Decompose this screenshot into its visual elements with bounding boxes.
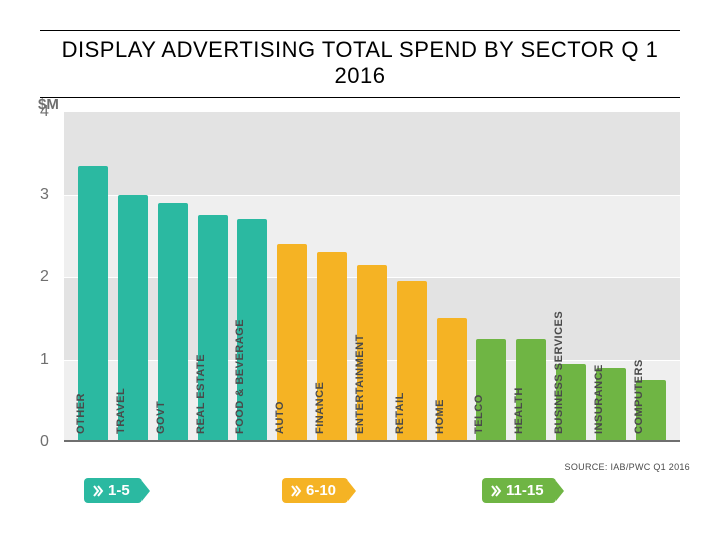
plot-area: 01234 OTHERTRAVELGOVTREAL ESTATEFOOD & B… [64,112,680,442]
source-caption: SOURCE: IAB/PWC Q1 2016 [565,462,690,472]
page: DISPLAY ADVERTISING TOTAL SPEND BY SECTO… [0,0,720,540]
legend-badge: 1-5 [84,478,142,503]
bar-label: INSURANCE [593,364,605,434]
bar-label: ENTERTAINMENT [354,334,366,434]
y-tick: 1 [40,351,49,369]
bar-label: HOME [434,399,446,434]
y-tick: 0 [40,433,49,451]
bar-label: FINANCE [314,382,326,434]
bar-column: FOOD & BEVERAGE [237,219,267,442]
bar-column: FINANCE [317,252,347,442]
y-tick: 3 [40,186,49,204]
bar-column: COMPUTERS [636,380,666,442]
bar-label: TELCO [473,394,485,434]
bar-label: HEALTH [513,387,525,434]
bar-label: TRAVEL [115,388,127,434]
bar-column: OTHER [78,166,108,442]
bars-container: OTHER TRAVEL GOVT REAL ESTATE FOOD & BEVERAG… [64,112,680,442]
legend: 1-5 6-10 11-15 [64,478,680,508]
x-axis-baseline [64,440,680,442]
y-tick: 4 [40,103,49,121]
legend-group: 11-15 [482,478,556,503]
bar-column: HEALTH [516,339,546,442]
legend-label: 6-10 [306,482,336,499]
bar-column: HOME [437,318,467,442]
bar-column: GOVT [158,203,188,442]
bar-label: OTHER [75,393,87,434]
chevron-right-icon [92,485,104,497]
chevron-right-icon [490,485,502,497]
bar-column: RETAIL [397,281,427,442]
bar-column: BUSINESS SERVICES [556,364,586,442]
legend-badge: 6-10 [282,478,348,503]
bar-column: REAL ESTATE [198,215,228,442]
bar-label: AUTO [274,401,286,434]
bar-label: COMPUTERS [633,359,645,434]
legend-badge: 11-15 [482,478,556,503]
bar-column: ENTERTAINMENT [357,265,387,442]
y-tick: 2 [40,268,49,286]
title-rule-box: DISPLAY ADVERTISING TOTAL SPEND BY SECTO… [40,30,680,98]
bar-column: INSURANCE [596,368,626,442]
bar-column: TRAVEL [118,195,148,443]
legend-group: 6-10 [282,478,348,503]
legend-label: 1-5 [108,482,130,499]
bar-label: RETAIL [394,392,406,434]
bar-label: FOOD & BEVERAGE [234,319,246,434]
chevron-right-icon [290,485,302,497]
bar-label: GOVT [155,401,167,434]
bar-label: BUSINESS SERVICES [553,311,565,434]
chart-title: DISPLAY ADVERTISING TOTAL SPEND BY SECTO… [40,37,680,89]
chart-box: 01234 OTHERTRAVELGOVTREAL ESTATEFOOD & B… [64,112,680,442]
legend-label: 11-15 [506,482,544,499]
bar-column: AUTO [277,244,307,442]
bar-label: REAL ESTATE [195,354,207,434]
legend-group: 1-5 [84,478,142,503]
bar-column: TELCO [476,339,506,442]
